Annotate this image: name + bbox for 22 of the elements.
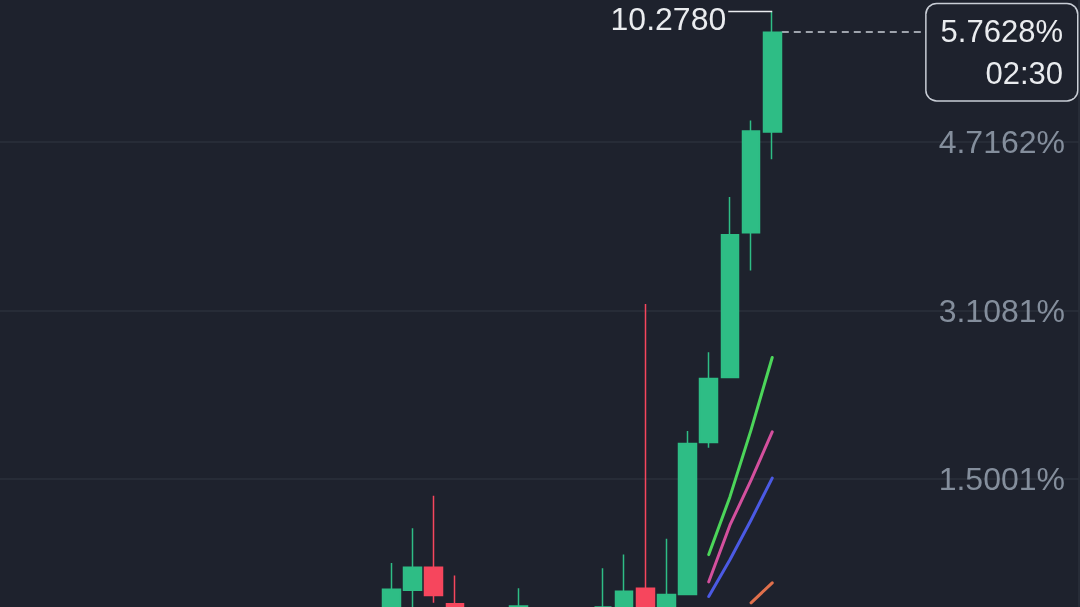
ref-line-label: 5.7628% 02:30 (940, 13, 1063, 91)
annotation: 10.2780 (610, 1, 727, 38)
line-series (707, 430, 774, 584)
candlestick (677, 430, 698, 596)
candlestick (741, 119, 761, 272)
y-tick-label: 3.1081% (938, 292, 1065, 329)
line-series (707, 476, 774, 599)
candlestick (593, 567, 613, 607)
candlestick (445, 574, 465, 607)
candlestick (762, 10, 783, 161)
y-tick-label: 4.7162% (938, 123, 1065, 160)
candlestick (656, 538, 677, 607)
candlestick (423, 495, 444, 604)
line-series (707, 355, 774, 557)
candlestick (508, 587, 529, 607)
candlestick (614, 553, 634, 607)
candlestick (402, 527, 423, 607)
candlestick (720, 196, 740, 379)
candlestick (698, 351, 719, 449)
y-tick-label: 1.5001% (938, 461, 1065, 498)
candlestick (635, 303, 656, 607)
candlestick (381, 562, 402, 607)
